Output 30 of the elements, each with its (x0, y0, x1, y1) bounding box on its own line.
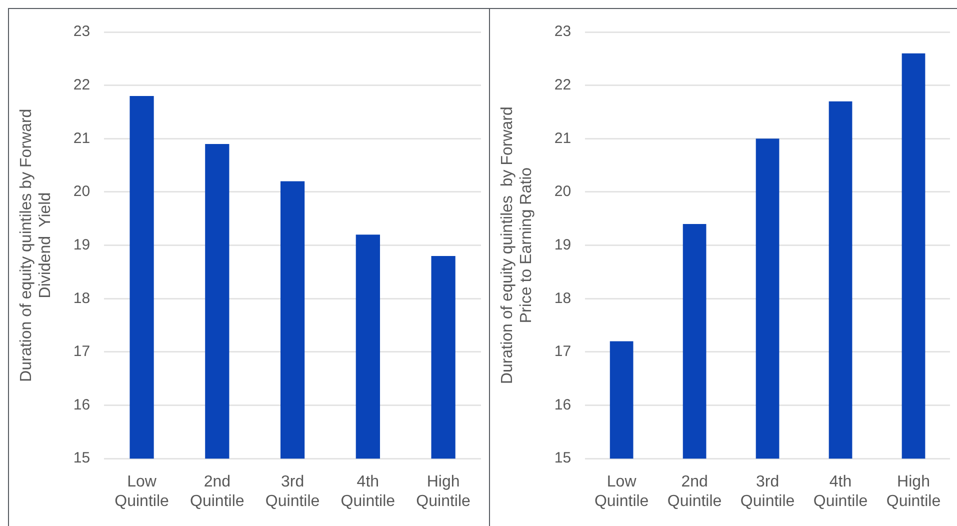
y-axis-title: Duration of equity quintiles by Forward Price to Earning Ratio (499, 106, 536, 384)
y-tick-label: 16 (73, 396, 90, 414)
x-tick-label: 4th Quintile (340, 474, 396, 510)
y-tick-label: 15 (554, 450, 572, 467)
y-tick-label: 15 (73, 450, 90, 467)
y-tick-label: 19 (73, 236, 90, 254)
y-tick-label: 17 (554, 343, 572, 360)
x-tick-label: High Quintile (886, 474, 941, 510)
y-tick-label: 16 (554, 396, 572, 414)
y-tick-label: 17 (73, 343, 90, 360)
y-tick-label: 20 (554, 183, 572, 200)
y-tick-label: 20 (73, 183, 90, 200)
y-tick-label: 22 (554, 76, 572, 94)
x-tick-label: 3rd Quintile (265, 474, 320, 510)
y-tick-label: 18 (554, 290, 572, 307)
x-tick-label: Low Quintile (114, 474, 170, 510)
y-tick-label: 21 (554, 130, 572, 147)
y-tick-label: 23 (73, 23, 90, 40)
y-tick-label: 19 (554, 236, 572, 254)
x-tick-label: High Quintile (416, 474, 471, 510)
x-tick-label: 2nd Quintile (190, 474, 244, 510)
x-tick-label: 2nd Quintile (667, 474, 722, 510)
x-tick-label: 4th Quintile (813, 474, 868, 510)
y-tick-label: 21 (73, 130, 90, 147)
y-tick-label: 18 (73, 290, 90, 307)
y-axis-title: Duration of equity quintiles by Forward Dividend Yield (18, 108, 54, 382)
x-tick-label: Low Quintile (594, 474, 649, 510)
y-tick-label: 23 (554, 23, 572, 40)
x-tick-label: 3rd Quintile (740, 474, 795, 510)
y-tick-label: 22 (73, 76, 90, 94)
